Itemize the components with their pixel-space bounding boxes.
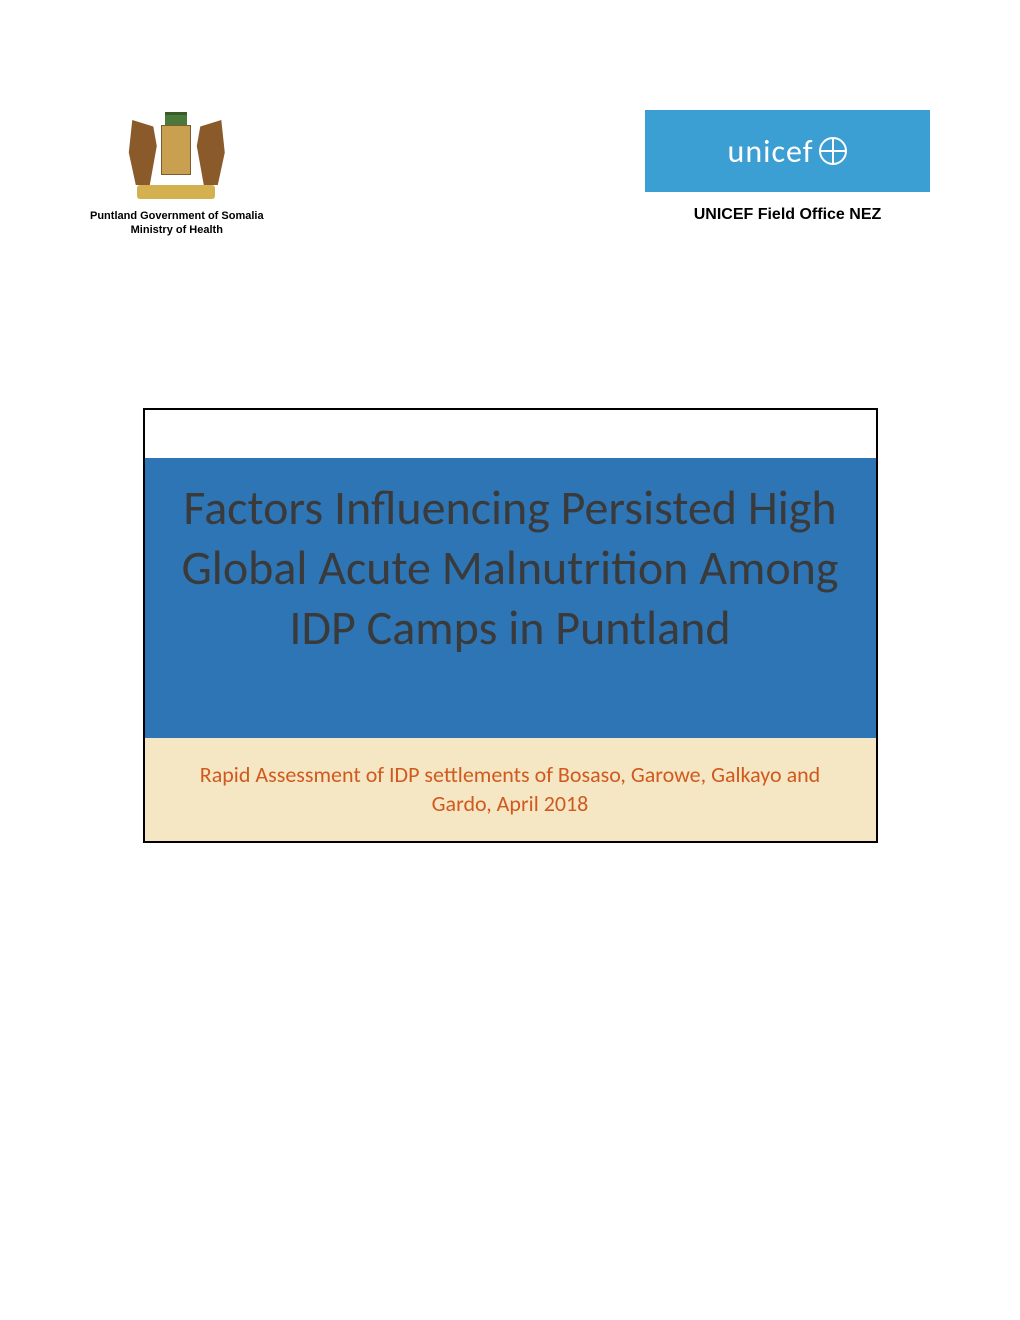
unicef-wordmark: unicef <box>728 132 814 171</box>
panel-top-band <box>145 410 876 458</box>
puntland-logo-block: Puntland Government of Somalia Ministry … <box>90 110 264 238</box>
report-title: Factors Influencing Persisted High Globa… <box>170 478 851 658</box>
puntland-caption-line2: Ministry of Health <box>90 223 264 237</box>
report-subtitle: Rapid Assessment of IDP settlements of B… <box>175 760 846 819</box>
panel-subtitle-band: Rapid Assessment of IDP settlements of B… <box>145 738 876 841</box>
unicef-logo-box: unicef <box>645 110 930 192</box>
main-title-panel: Factors Influencing Persisted High Globa… <box>143 408 878 843</box>
header-section: Puntland Government of Somalia Ministry … <box>0 0 1020 238</box>
puntland-caption-line1: Puntland Government of Somalia <box>90 209 264 223</box>
puntland-logo-caption: Puntland Government of Somalia Ministry … <box>90 209 264 238</box>
unicef-logo-block: unicef UNICEF Field Office NEZ <box>645 110 930 238</box>
panel-title-band: Factors Influencing Persisted High Globa… <box>145 458 876 738</box>
unicef-caption: UNICEF Field Office NEZ <box>694 206 882 224</box>
unicef-globe-icon <box>819 137 847 165</box>
puntland-emblem-icon <box>119 110 234 205</box>
